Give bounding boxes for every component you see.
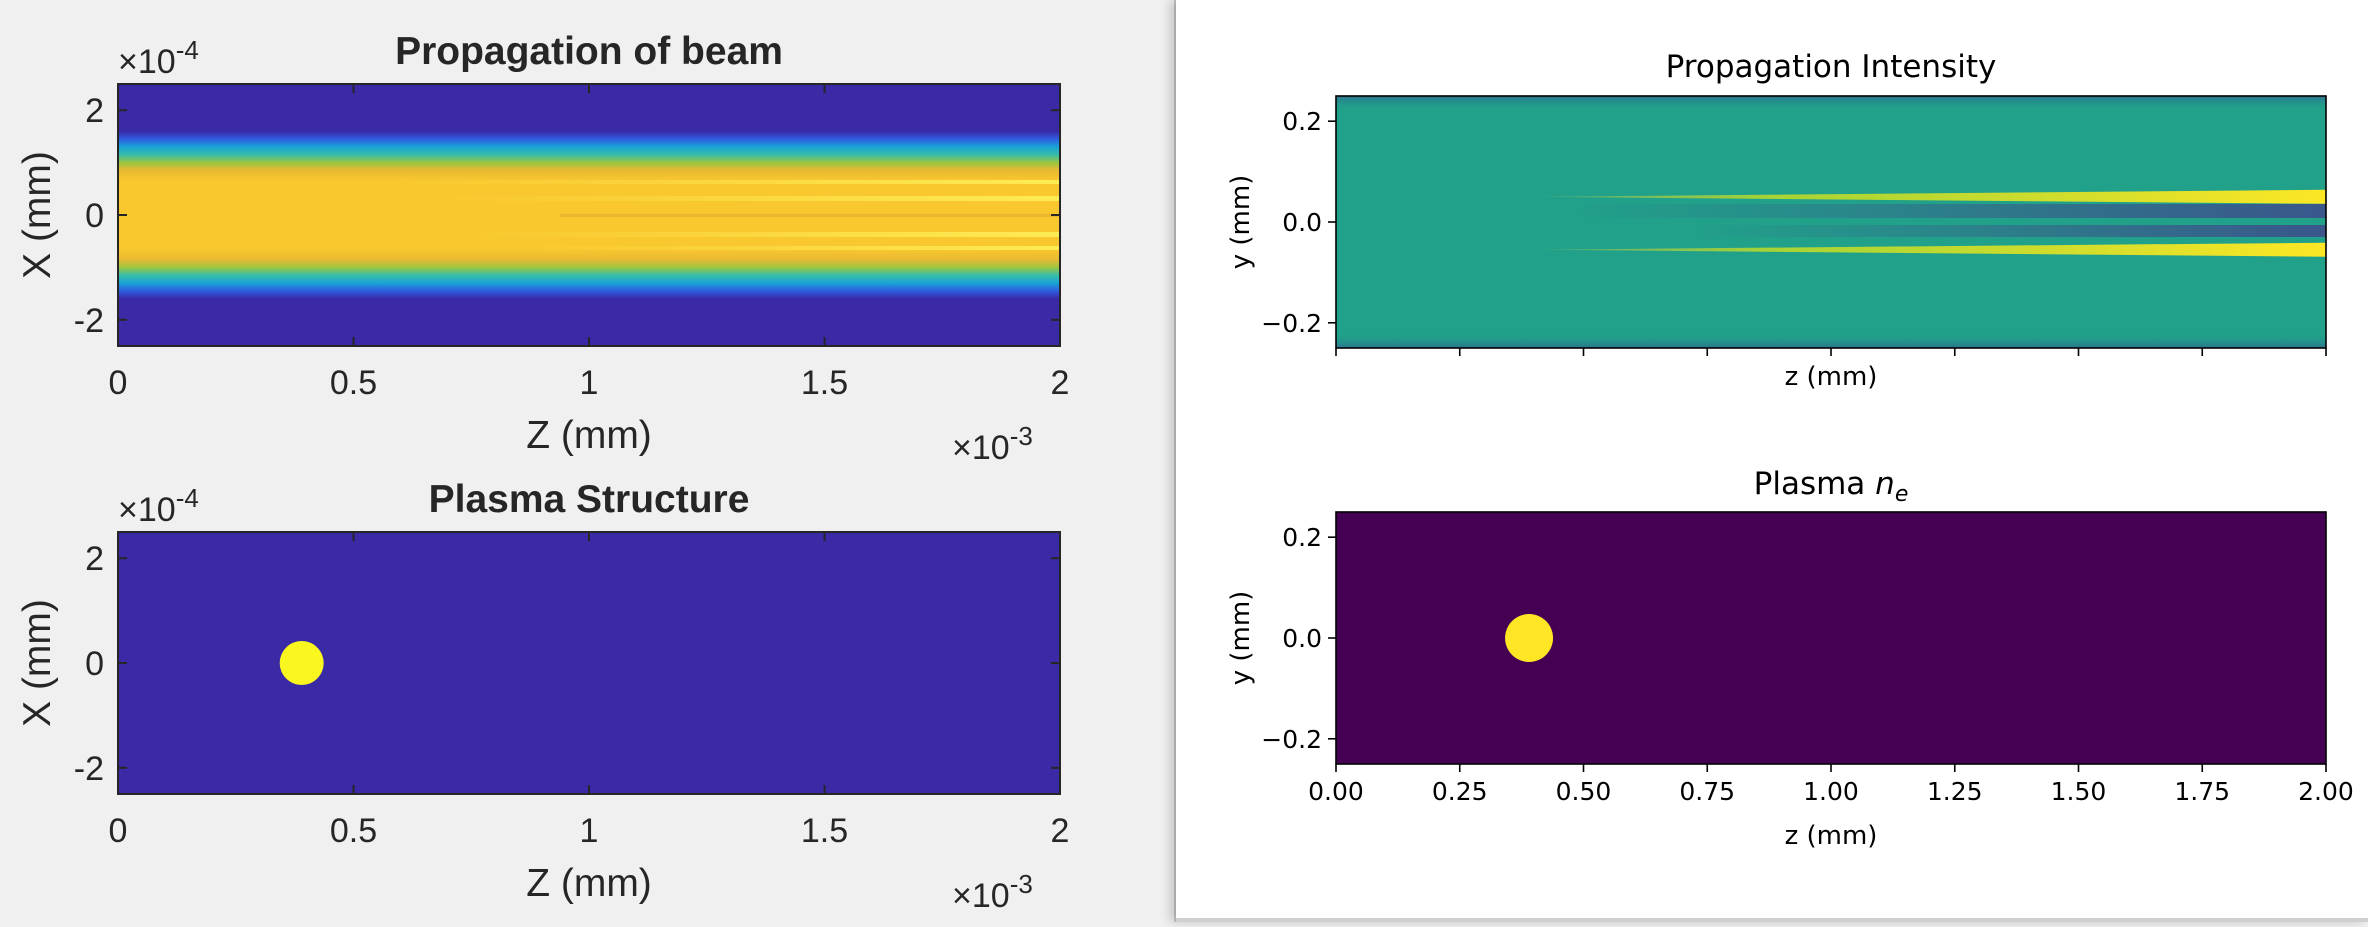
plasma-ne-xtick-label: 1.00 xyxy=(1803,777,1859,806)
plasma-y-exponent: ×10-4 xyxy=(118,483,199,529)
plasma-ne-xtick-label: 0.00 xyxy=(1308,777,1364,806)
intensity-dark-band xyxy=(1696,225,2326,237)
intensity-y-ticks: 0.2 0.0 −0.2 xyxy=(1261,107,1336,338)
intensity-dark-band xyxy=(1576,204,2326,218)
beam-ytick-label: -2 xyxy=(74,302,104,340)
plasma-ytick-label: 0 xyxy=(85,645,104,683)
plasma-ne-xtick-label: 2.00 xyxy=(2298,777,2354,806)
plasma-ne-title: Plasma ne xyxy=(1754,466,1909,507)
plasma-ne-axes: Plasma ne 0.2 0.0 −0.2 0.00 0.25 0.50 0.75 1.0… xyxy=(1226,466,2354,851)
plasma-ne-xtick-label: 0.25 xyxy=(1432,777,1488,806)
intensity-dark-bands xyxy=(1576,204,2326,237)
intensity-ylabel: y (mm) xyxy=(1226,175,1256,270)
beam-streak xyxy=(450,232,1060,237)
matplotlib-figure-svg: Propagation Intensity 0.20.0−0.2 z (mm) … xyxy=(1226,49,2354,851)
plasma-ytick-label: 2 xyxy=(85,540,104,578)
beam-ytick-label: 2 xyxy=(85,92,104,130)
intensity-edge-top xyxy=(1336,96,2326,110)
plasma-ne-xtick-label: 1.25 xyxy=(1927,777,1983,806)
plasma-ne-xlabel: z (mm) xyxy=(1785,821,1878,851)
plasma-xtick-label: 0 xyxy=(109,812,128,850)
beam-xtick-label: 1.5 xyxy=(801,364,848,402)
intensity-ytick-label: 0.2 xyxy=(1282,107,1322,136)
plasma-ne-ytick-label: 0.2 xyxy=(1282,523,1322,552)
beam-streak xyxy=(420,196,1060,201)
beam-y-exponent: ×10-4 xyxy=(118,35,199,81)
beam-ylabel: X (mm) xyxy=(16,151,59,279)
plasma-ne-ylabel: y (mm) xyxy=(1226,591,1256,686)
plasma-ne-heatmap-bg xyxy=(1336,512,2326,764)
intensity-heatmap-bg xyxy=(1336,96,2326,348)
beam-xlabel: Z (mm) xyxy=(526,414,652,457)
intensity-filament xyxy=(1534,242,2326,257)
plasma-ne-xtick-label: 0.75 xyxy=(1679,777,1735,806)
beam-y-ticklabels: -2 0 2 xyxy=(74,92,1060,340)
plasma-ylabel: X (mm) xyxy=(16,599,59,727)
window-bottom-edge xyxy=(1176,918,2368,922)
plasma-ne-ytick-label: −0.2 xyxy=(1261,725,1322,754)
beam-streak xyxy=(380,180,1060,184)
plasma-dot xyxy=(279,641,324,685)
beam-x-exponent: ×10-3 xyxy=(952,421,1033,467)
plasma-ne-y-ticks: 0.2 0.0 −0.2 xyxy=(1261,523,1336,754)
intensity-xlabel: z (mm) xyxy=(1785,362,1878,392)
plasma-heatmap-bg xyxy=(118,532,1060,794)
plasma-xtick-label: 1 xyxy=(580,812,599,850)
plasma-ne-dot xyxy=(1505,614,1554,662)
plasma-title: Plasma Structure xyxy=(429,478,750,521)
beam-x-ticklabels: 0 0.5 1 1.5 2 xyxy=(109,84,1070,402)
intensity-edge-bottom xyxy=(1336,334,2326,348)
intensity-title: Propagation Intensity xyxy=(1666,49,1997,85)
intensity-ytick-label: 0.0 xyxy=(1282,208,1322,237)
intensity-x-ticks xyxy=(1335,348,2327,356)
plasma-y-ticklabels: -2 0 2 xyxy=(74,540,1060,788)
beam-xtick-label: 0.5 xyxy=(330,364,377,402)
beam-streak xyxy=(500,246,1060,250)
plasma-ne-xtick-label: 1.75 xyxy=(2174,777,2230,806)
plasma-xtick-label: 1.5 xyxy=(801,812,848,850)
matplotlib-figure-panel: Propagation Intensity 0.2 0.0 −0.2 z (mm) … xyxy=(1176,0,2368,922)
window-divider xyxy=(1174,0,1176,922)
plasma-xtick-label: 0.5 xyxy=(330,812,377,850)
plasma-xlabel: Z (mm) xyxy=(526,862,652,905)
beam-streak xyxy=(560,214,1060,217)
plasma-ne-xtick-label: 1.50 xyxy=(2051,777,2107,806)
plasma-x-ticklabels: 0 0.5 1 1.5 2 xyxy=(109,532,1070,850)
matlab-figure-svg: Propagation of beam ×10-4 -202 0 0.5 1 1.5 2… xyxy=(16,30,1069,915)
plasma-axes: Plasma Structure ×10-4 -202 0 0.5 1 1.5 2 Z … xyxy=(16,478,1069,915)
beam-xtick-label: 2 xyxy=(1051,364,1070,402)
plasma-ne-xtick-label: 0.50 xyxy=(1556,777,1612,806)
plasma-x-exponent: ×10-3 xyxy=(952,869,1033,915)
plasma-xtick-label: 2 xyxy=(1051,812,1070,850)
intensity-axes: Propagation Intensity 0.20.0−0.2 z (mm) … xyxy=(1226,49,2327,392)
intensity-ytick-label: −0.2 xyxy=(1261,309,1322,338)
matlab-figure-panel: Propagation of beam ×10-4 -2 0 2 0 0.5 1 1.5 2… xyxy=(0,0,1176,922)
beam-filament-streaks xyxy=(380,180,1060,250)
beam-xtick-label: 0 xyxy=(109,364,128,402)
beam-title: Propagation of beam xyxy=(395,30,783,73)
plasma-ytick-label: -2 xyxy=(74,750,104,788)
beam-ytick-label: 0 xyxy=(85,197,104,235)
plasma-ne-x-ticks: 0.00 0.25 0.50 0.75 1.00 1.25 1.50 1.75 2.00 xyxy=(1308,764,2354,806)
plasma-ne-ytick-label: 0.0 xyxy=(1282,624,1322,653)
beam-axes: Propagation of beam ×10-4 -202 0 0.5 1 1.5 2… xyxy=(16,30,1069,467)
intensity-filament xyxy=(1534,189,2326,204)
intensity-filaments xyxy=(1534,189,2326,257)
beam-xtick-label: 1 xyxy=(580,364,599,402)
